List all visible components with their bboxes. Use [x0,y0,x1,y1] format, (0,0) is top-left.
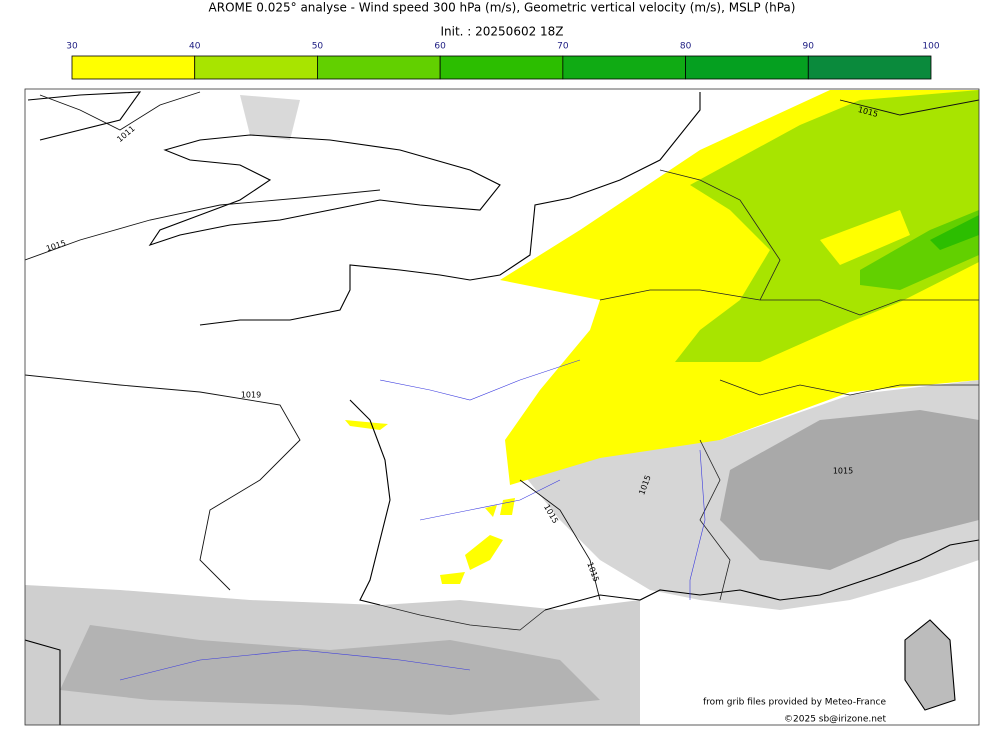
coastline [199,92,701,326]
colorbar-tick-label: 30 [66,42,78,52]
init-time: Init. : 20250602 18Z [440,25,563,39]
colorbar-tick-label: 40 [189,42,201,52]
source-credit: from grib files provided by Meteo-France [703,698,886,708]
river [689,449,706,600]
river [419,479,561,521]
terrain [720,410,979,570]
colorbar-tick-label: 70 [557,42,569,52]
terrain [240,95,300,140]
isobar-label: 1019 [241,391,261,400]
terrain [905,620,955,710]
colorbar-tick-label: 100 [922,42,939,52]
isobar [519,479,601,601]
colorbar: 30 40 50 60 70 80 90 100 [66,42,940,80]
wind-field [345,420,388,430]
wind-field [440,498,515,584]
map: 1011 1015 1019 1015 1015 1015 1015 1015 … [24,88,980,726]
wind-field [820,210,910,265]
isobar-label: 1015 [833,467,853,476]
colorbar-segment [562,55,686,80]
coastline [25,639,61,725]
coastline [148,134,501,247]
wind-field [860,210,979,290]
isobar [25,374,301,591]
colorbar-segment [71,55,196,80]
colorbar-tick-label: 60 [434,42,446,52]
colorbar-segment [439,55,564,80]
river [119,649,471,681]
map-title: AROME 0.025° analyse - Wind speed 300 hP… [209,1,796,15]
border [699,439,731,601]
river [379,359,581,401]
border [659,169,781,301]
border [599,289,979,316]
coastline [544,539,979,611]
isobar [39,91,201,131]
colorbar-segment [807,55,932,80]
copyright: ©2025 sb@irizone.net [784,715,886,725]
wind-field [930,215,979,250]
isobar [25,189,381,261]
colorbar-segment [685,55,809,80]
colorbar-tick-label: 50 [312,42,324,52]
colorbar-segment [317,55,441,80]
map-frame [24,88,980,726]
border [719,379,979,396]
coastline [904,619,956,711]
colorbar-tick-label: 90 [803,42,815,52]
colorbar-tick-label: 80 [680,42,692,52]
wind-field [675,90,979,362]
terrain [60,625,600,715]
isobar [839,99,979,116]
coastline [349,399,391,606]
colorbar-segment [194,55,318,80]
border [379,604,546,631]
coastline [27,91,142,141]
